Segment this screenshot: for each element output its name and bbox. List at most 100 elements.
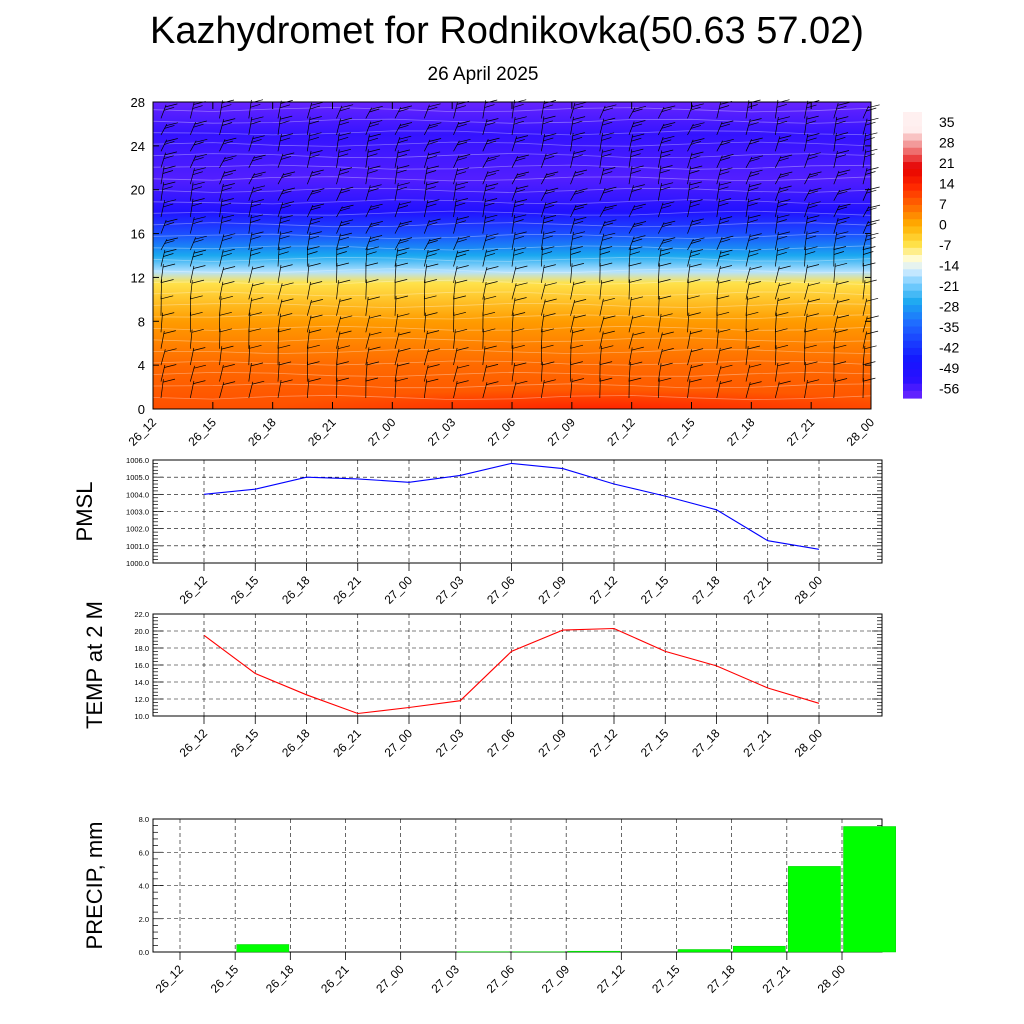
wind-barb-feather [630,246,643,251]
wind-barb-feather [721,120,734,125]
wind-barb-feather [312,188,325,192]
wind-barb-feather [688,312,701,316]
wind-barb [423,104,430,119]
wind-barb [745,234,751,251]
wind-barb-feather [369,223,380,228]
wind-barb-feather [339,330,352,335]
wind-barb-feather [748,237,759,241]
wind-barb-feather [778,189,789,193]
wind-barb-feather [222,281,235,285]
wind-barb [277,173,285,185]
wind-barb [862,118,868,135]
wind-barb-feather [426,181,439,186]
wind-barb-feather [223,266,236,270]
wind-barb [306,170,313,185]
wind-barb-feather [368,165,381,170]
wind-barb [774,215,779,234]
wind-barb-feather [659,169,670,174]
colorbar-swatch [903,347,922,356]
wind-barb [306,263,310,283]
wind-barb [540,231,545,251]
wind-barb [365,332,371,349]
x-tick-label: 27_03 [433,726,467,760]
wind-barb [716,121,723,136]
wind-barb [628,205,636,218]
wind-barb-feather [837,217,850,221]
wind-barb-feather [458,235,471,240]
wind-barb-feather [543,313,556,317]
wind-barb-feather [399,201,412,206]
wind-barb-feather [717,295,730,300]
wind-barb-feather [163,165,176,170]
wind-barb [540,189,548,201]
wind-barb-feather [426,253,437,257]
wind-barb-feather [776,120,788,125]
wind-barb [716,237,723,251]
wind-barb [687,123,694,136]
wind-barb [394,165,398,185]
wind-barb-feather [280,215,293,219]
wind-barb-feather [542,361,555,366]
wind-barb [628,222,636,234]
wind-barb-feather [485,173,497,177]
wind-barb-feather [193,239,204,243]
wind-barb [306,315,312,333]
wind-barb [336,298,341,316]
wind-barb-feather [660,247,673,252]
wind-barb [716,101,722,119]
wind-barb-feather [456,380,469,384]
colorbar-swatch [903,226,922,235]
wind-barb-feather [368,238,379,243]
wind-barb-feather [689,378,702,383]
wind-barb-feather [867,219,880,224]
wind-barb-feather [600,361,613,365]
wind-barb-feather [337,345,351,350]
wind-barb-feather [370,203,383,208]
wind-barb-feather [777,231,790,236]
wind-barb-feather [341,204,354,209]
wind-barb-feather [310,314,323,319]
wind-barb-feather [602,148,615,153]
wind-barb-feather [487,169,500,174]
wind-barb-feather [690,222,701,226]
wind-barb-feather [484,219,495,224]
colorbar-label: -49 [939,360,959,376]
wind-barb-feather [338,136,349,141]
wind-barb [336,118,341,135]
wind-barb-feather [837,299,850,303]
wind-barb [277,328,280,349]
wind-barb [511,199,516,218]
wind-barb-feather [370,105,383,110]
wind-barb-feather [661,108,672,113]
y-tick-label: 4 [138,358,145,373]
wind-barb-feather [806,264,820,268]
wind-barb-feather [660,186,671,191]
wind-barb [833,378,836,399]
wind-barb [540,379,545,399]
x-tick-label: 27_00 [382,726,416,760]
wind-barb-feather [515,174,526,179]
wind-barb-feather [690,106,701,111]
wind-barb-feather [633,105,647,110]
wind-barb-feather [192,171,203,176]
wind-barb [160,364,166,382]
wind-barb-feather [661,139,672,144]
colorbar-swatch [903,333,922,342]
wind-barb-feather [663,122,676,126]
wind-barb [453,347,458,366]
colorbar-swatch [903,269,922,278]
precip-bar [567,950,621,953]
wind-barb [219,100,223,119]
wind-barb-feather [280,230,293,235]
wind-barb-feather [251,139,262,143]
wind-barb-feather [310,281,323,285]
wind-barb-feather [164,199,177,204]
wind-barb [804,153,810,168]
wind-barb-feather [631,137,642,142]
wind-barb-feather [572,220,584,225]
wind-barb [453,101,458,119]
wind-barb [862,298,868,316]
wind-barb-feather [366,279,379,283]
colorbar-swatch [903,326,922,335]
wind-barb-feather [750,155,764,160]
